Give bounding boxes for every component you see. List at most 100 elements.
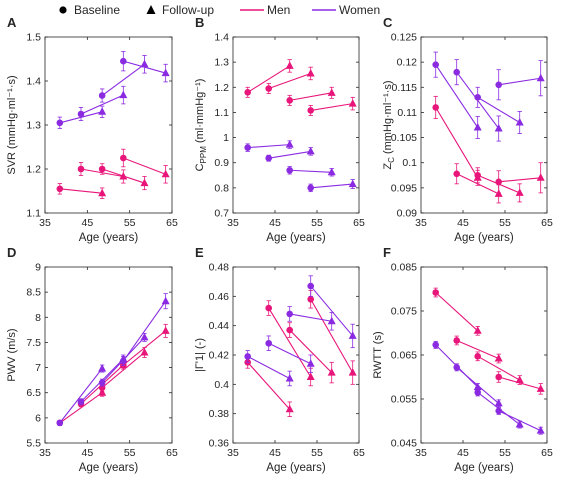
series-segment-men (307, 96, 357, 116)
connector-line-women (80, 94, 124, 115)
baseline-point-men (77, 165, 85, 173)
baseline-point-men (265, 85, 273, 92)
baseline-point-men (453, 337, 461, 344)
panel-letter: A (7, 15, 17, 30)
axes-box (44, 266, 173, 444)
follow-up-point-men (473, 326, 482, 334)
baseline-point-women (495, 81, 503, 89)
baseline-point-women (77, 110, 85, 118)
y-tick-label: 0.055 (391, 394, 417, 406)
follow-up-point-men (140, 347, 149, 356)
follow-up-point-women (119, 90, 128, 99)
follow-up-point-women (161, 296, 170, 305)
follow-up-point-women (515, 117, 524, 126)
follow-up-point-women (494, 398, 503, 407)
series-segment-men (120, 148, 170, 184)
y-tick-label: 0.075 (391, 306, 417, 318)
series-segment-women (98, 55, 149, 103)
x-tick-label: 55 (311, 447, 323, 459)
series-segment-men (495, 371, 545, 395)
baseline-point-women (474, 389, 482, 396)
follow-up-point-men (98, 388, 107, 396)
y-tick-label: 1.2 (214, 82, 229, 94)
x-tick-label: 65 (166, 447, 178, 459)
chart-panel-a: A 35 45 55 65 1.1 1.2 1.3 1.4 1.5 Age (years) SVR (… (6, 15, 178, 244)
baseline-point-women (432, 61, 440, 68)
x-tick-label: 65 (541, 447, 553, 459)
baseline-point-men (265, 304, 273, 312)
connector-line-women (247, 355, 290, 379)
baseline-point-men (432, 289, 440, 296)
connector-line-women (268, 342, 311, 365)
panel-letter: E (195, 245, 204, 260)
series-segment-men (265, 66, 315, 94)
baseline-point-men (98, 165, 106, 173)
x-axis-label: Age (years) (454, 462, 514, 474)
series-segment-women (286, 166, 336, 177)
baseline-point-men (453, 170, 461, 178)
y-tick-label: 6.5 (26, 387, 41, 399)
connector-line-men (498, 376, 541, 390)
x-tick-label: 45 (81, 217, 93, 229)
series-segment-men (432, 287, 482, 336)
baseline-point-women (77, 398, 85, 406)
connector-line-men (123, 157, 166, 175)
y-tick-label: 6 (35, 412, 41, 424)
y-axis-label: SVR (mmHg·ml⁻¹·s) (6, 75, 18, 174)
panels: A 35 45 55 65 1.1 1.2 1.3 1.4 1.5 Age (years) SVR (… (6, 15, 553, 474)
y-axis-label: CPPM (ml·mmHg⁻¹) (194, 79, 208, 172)
legend-triangle-marker (146, 5, 156, 14)
x-tick-label: 45 (81, 447, 93, 459)
follow-up-point-women (161, 68, 170, 77)
x-tick-label: 55 (311, 217, 323, 229)
baseline-point-men (244, 89, 251, 96)
follow-up-point-women (327, 316, 336, 325)
connector-line-women (498, 410, 541, 432)
series-segment-men (56, 183, 107, 199)
legend-men-label: Men (267, 3, 290, 17)
x-tick-label: 35 (227, 217, 239, 229)
y-tick-label: 1.4 (214, 32, 229, 44)
follow-up-point-men (327, 88, 336, 96)
follow-up-point-women (473, 382, 482, 391)
follow-up-point-women (306, 359, 315, 367)
x-axis-label: Age (years) (454, 232, 514, 244)
follow-up-point-women (348, 179, 357, 188)
connector-line-men (59, 392, 103, 424)
x-tick-label: 35 (39, 447, 51, 459)
follow-up-point-women (140, 59, 149, 68)
baseline-point-men (120, 154, 127, 162)
connector-line-men (498, 177, 541, 183)
series-segment-women (265, 335, 315, 374)
baseline-point-men (56, 185, 64, 193)
follow-up-point-men (161, 326, 170, 334)
connector-line-men (268, 72, 311, 90)
x-tick-label: 35 (415, 217, 427, 229)
series-segment-women (286, 306, 336, 331)
follow-up-point-men (306, 68, 315, 77)
connector-line-men (101, 352, 145, 389)
connector-line-women (289, 313, 332, 322)
series-segment-men (98, 163, 149, 191)
baseline-point-women (265, 339, 273, 347)
legend-men: Men (240, 3, 290, 17)
series-segment-men (56, 388, 107, 427)
follow-up-point-men (348, 99, 357, 107)
y-tick-label: 0.7 (214, 208, 229, 220)
legend-women: Women (312, 3, 380, 17)
axes-box (420, 266, 548, 444)
connector-line-men (456, 173, 499, 195)
connector-line-men (268, 307, 312, 378)
connector-line-women (435, 64, 479, 128)
y-tick-label: 1.1 (214, 107, 229, 119)
series-segment-women (495, 60, 545, 101)
baseline-point-women (453, 68, 461, 76)
legend-baseline: Baseline (59, 3, 120, 17)
y-tick-label: 0.125 (391, 32, 417, 44)
follow-up-point-women (494, 124, 503, 132)
chart-panel-f: F 35 45 55 65 0.045 0.055 0.065 0.075 0.085 Age (y… (372, 245, 553, 474)
connector-line-women (247, 144, 290, 149)
follow-up-point-men (494, 354, 503, 362)
connector-line-women (59, 368, 103, 424)
